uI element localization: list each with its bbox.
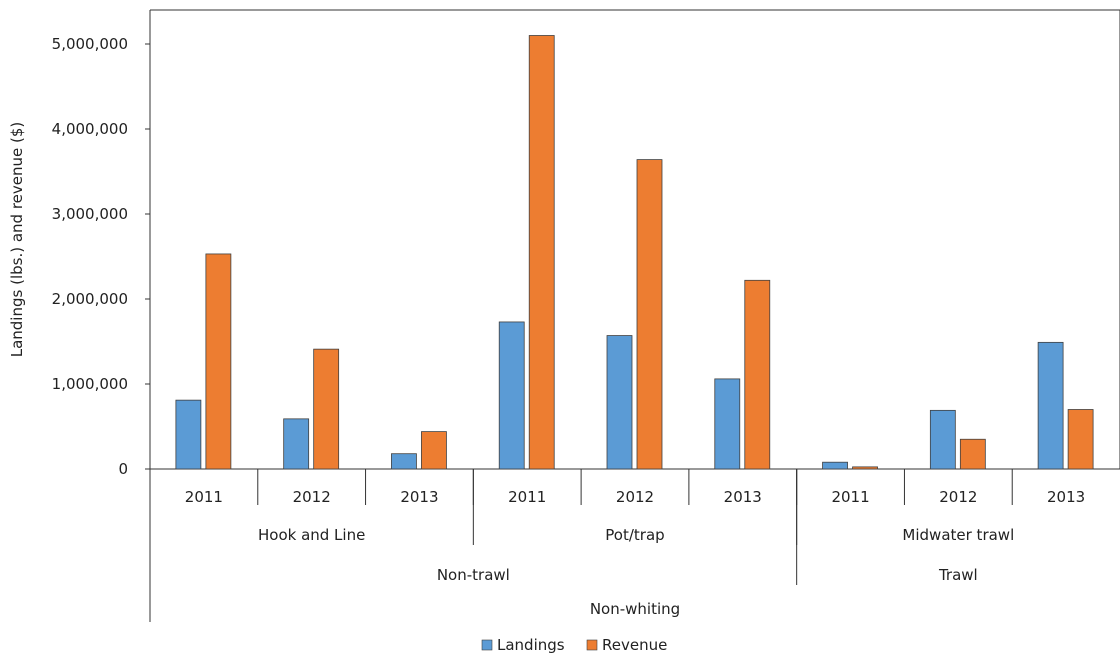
y-tick-label: 2,000,000 — [52, 290, 128, 308]
x-tick-label: 2012 — [616, 488, 654, 506]
bar-landings-7 — [822, 461, 848, 470]
x-tick-label: 2011 — [831, 488, 869, 506]
bar-landings-6 — [714, 378, 741, 470]
bar-revenue-4 — [528, 35, 555, 470]
x-tick-label: 2012 — [293, 488, 331, 506]
group-label-midwater-trawl: Midwater trawl — [902, 526, 1014, 544]
group-label-non-whiting: Non-whiting — [590, 600, 680, 618]
x-tick-label: 2012 — [939, 488, 977, 506]
bar-revenue-8 — [959, 438, 986, 470]
group-label-hook-and-line: Hook and Line — [258, 526, 365, 544]
bar-revenue-5 — [636, 159, 663, 470]
bar-revenue-6 — [744, 279, 771, 470]
bar-landings-9 — [1037, 341, 1064, 470]
y-tick-label: 1,000,000 — [52, 375, 128, 393]
bar-revenue-3 — [421, 431, 447, 470]
group-label-pot-trap: Pot/trap — [605, 526, 664, 544]
y-tick-label: 0 — [118, 460, 128, 478]
y-axis-title: Landings (lbs.) and revenue ($) — [8, 122, 26, 358]
bar-landings-2 — [283, 418, 310, 470]
legend-label-landings: Landings — [497, 636, 565, 654]
legend-label-revenue: Revenue — [602, 636, 667, 654]
bar-landings-3 — [391, 453, 417, 470]
bar-landings-5 — [606, 335, 633, 470]
y-tick-label: 3,000,000 — [52, 205, 128, 223]
legend-swatch-landings — [481, 639, 493, 651]
bar-revenue-1 — [205, 253, 232, 470]
bar-landings-8 — [929, 409, 956, 470]
group-label-non-trawl: Non-trawl — [437, 566, 510, 584]
x-tick-label: 2011 — [508, 488, 546, 506]
y-tick-label: 5,000,000 — [52, 35, 128, 53]
x-tick-label: 2013 — [400, 488, 438, 506]
legend-swatch-revenue — [586, 639, 598, 651]
group-label-trawl: Trawl — [938, 566, 978, 584]
bar-landings-4 — [498, 321, 525, 470]
bar-revenue-9 — [1067, 409, 1094, 470]
bar-revenue-2 — [313, 348, 340, 470]
x-tick-label: 2011 — [185, 488, 223, 506]
bar-revenue-7 — [852, 466, 878, 470]
y-tick-label: 4,000,000 — [52, 120, 128, 138]
x-tick-label: 2013 — [1047, 488, 1085, 506]
x-tick-label: 2013 — [724, 488, 762, 506]
bar-landings-1 — [175, 399, 202, 470]
